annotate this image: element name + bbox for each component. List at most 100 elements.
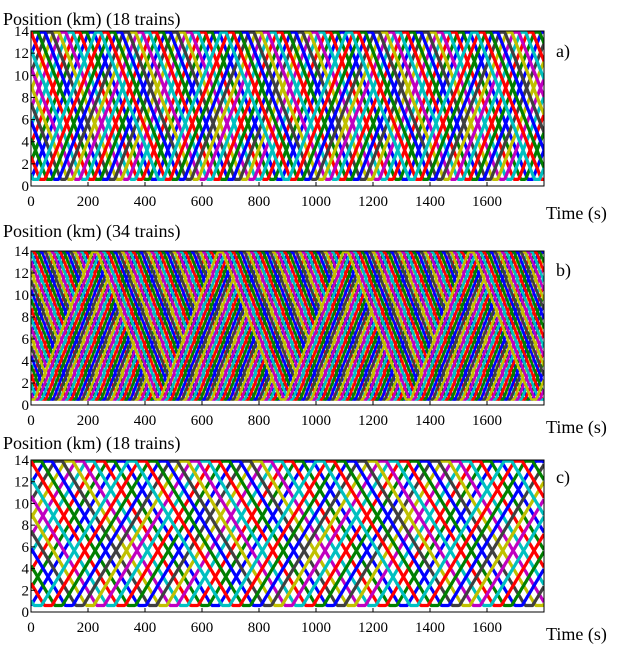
panel-b-y-tick-label-0: 0 [22,398,30,414]
panel-c-y-tick-label-8: 8 [22,518,30,534]
panel-c: Position (km) (18 trains) c) Time (s) 0 2… [3,433,607,645]
panel-c-train-13-trace [31,460,544,608]
panel-c-train-16-trace [31,460,544,608]
panel-b-x-tick-label-200: 200 [77,413,100,429]
panel-a-train-3-trace [31,31,544,181]
panel-b-train-34-trace [31,251,544,401]
panel-c-train-17-trace [31,460,544,608]
panel-b-label: b) [556,260,571,281]
panel-b-train-31-trace [31,251,544,401]
panel-b-title: Position (km) (34 trains) [3,221,181,242]
panel-a-train-2-trace [31,31,544,181]
panel-b-y-tick-label-8: 8 [22,310,30,326]
panel-a-plot-frame [30,30,545,187]
panel-b-x-tick-label-800: 800 [248,413,271,429]
panel-a-train-18-trace [31,31,544,181]
panel-b-y-tick-label-12: 12 [14,266,29,282]
panel-a-x-tick-label-1600: 1600 [472,194,502,210]
panel-a-train-4-trace [31,31,544,181]
panel-c-x-tick-label-1200: 1200 [358,620,388,636]
panel-b-x-tick-label-1000: 1000 [301,413,331,429]
panel-c-y-ticks: 0 2 4 6 8 10 12 14 [14,453,35,621]
panel-c-x-tick-label-200: 200 [77,620,100,636]
panel-c-x-tick-label-0: 0 [27,620,35,636]
panel-a-traces [31,31,544,181]
panel-c-train-12-trace [31,460,544,608]
panel-a-y-tick-label-14: 14 [14,24,30,40]
panel-a-train-5-trace [31,31,544,181]
panel-a-x-tick-label-400: 400 [134,194,157,210]
panel-b-x-tick-label-600: 600 [191,413,214,429]
panel-c-train-11-trace [31,460,544,608]
panel-c-y-tick-label-0: 0 [22,605,30,621]
panel-c-traces [31,460,544,608]
panel-a-x-tick-label-800: 800 [248,194,271,210]
panel-c-label: c) [556,467,570,488]
panel-a-y-tick-label-8: 8 [22,90,30,106]
panel-c-train-15-trace [31,460,544,608]
panel-a-train-13-trace [31,31,544,181]
panel-b-train-33-trace [31,251,544,401]
panel-c-x-tick-label-1400: 1400 [415,620,445,636]
panel-c-y-tick-label-2: 2 [22,583,30,599]
panel-c-y-tick-label-4: 4 [22,562,30,578]
panel-a-y-tick-label-2: 2 [22,157,30,173]
panel-a-train-7-trace [31,31,544,181]
panel-a-y-ticks: 0 2 4 6 8 10 12 14 [14,24,35,195]
panel-c-train-2-trace [31,460,544,608]
panel-b-x-tick-label-1600: 1600 [472,413,502,429]
panel-c-train-14-trace [31,460,544,608]
panel-b: Position (km) (34 trains) b) Time (s) 0 2… [3,221,607,438]
panel-c-x-tick-label-1600: 1600 [472,620,502,636]
panel-a: Position (km) (18 trains) a) Time (s) 0 2… [3,9,607,224]
panel-b-y-ticks: 0 2 4 6 8 10 12 14 [14,244,35,414]
panel-a-train-1-trace [31,31,544,181]
panel-a-y-tick-label-12: 12 [14,46,29,62]
panel-a-x-tick-label-1200: 1200 [358,194,388,210]
panel-a-x-tick-label-200: 200 [77,194,100,210]
panel-b-y-tick-label-14: 14 [14,244,30,260]
panel-b-x-tick-label-1200: 1200 [358,413,388,429]
panel-a-x-tick-label-1000: 1000 [301,194,331,210]
panel-a-x-tick-label-600: 600 [191,194,214,210]
panel-c-y-tick-label-6: 6 [22,540,30,556]
panel-a-train-9-trace [31,31,544,181]
panel-a-train-14-trace [31,31,544,181]
panel-b-x-tick-label-0: 0 [27,413,35,429]
panel-b-y-tick-label-6: 6 [22,332,30,348]
panel-c-plot-frame [30,459,545,613]
panel-c-x-tick-label-400: 400 [134,620,157,636]
panel-c-x-tick-label-800: 800 [248,620,271,636]
panel-b-train-29-trace [31,251,544,401]
panel-a-title: Position (km) (18 trains) [3,9,181,30]
panel-b-y-tick-label-4: 4 [22,354,30,370]
panel-a-xlabel: Time (s) [546,203,607,224]
panel-a-train-15-trace [31,31,544,181]
panel-a-y-tick-label-4: 4 [22,135,30,151]
panel-a-train-8-trace [31,31,544,181]
panel-b-y-tick-label-2: 2 [22,376,30,392]
panel-a-train-17-trace [31,31,544,181]
panel-a-x-ticks: 0 200 400 600 800 1000 1200 1400 1600 [27,182,502,210]
panel-a-x-tick-label-0: 0 [27,194,35,210]
panel-a-label: a) [556,41,570,62]
panel-a-train-10-trace [31,31,544,181]
panel-b-xlabel: Time (s) [546,417,607,438]
panel-c-x-ticks: 0 200 400 600 800 1000 1200 1400 1600 [27,608,502,636]
panel-b-traces [31,251,544,401]
panel-a-train-12-trace [31,31,544,181]
panel-b-y-tick-label-10: 10 [14,288,29,304]
panel-c-y-tick-label-10: 10 [14,496,29,512]
panel-a-x-tick-label-1400: 1400 [415,194,445,210]
panel-c-title: Position (km) (18 trains) [3,433,181,454]
panel-c-x-tick-label-1000: 1000 [301,620,331,636]
panel-c-xlabel: Time (s) [546,624,607,645]
panel-a-y-tick-label-10: 10 [14,68,29,84]
panel-b-plot-frame [30,250,545,406]
panel-a-train-6-trace [31,31,544,181]
panel-c-y-tick-label-14: 14 [14,453,30,469]
panel-b-x-tick-label-400: 400 [134,413,157,429]
panel-b-train-30-trace [31,251,544,401]
panel-b-x-tick-label-1400: 1400 [415,413,445,429]
